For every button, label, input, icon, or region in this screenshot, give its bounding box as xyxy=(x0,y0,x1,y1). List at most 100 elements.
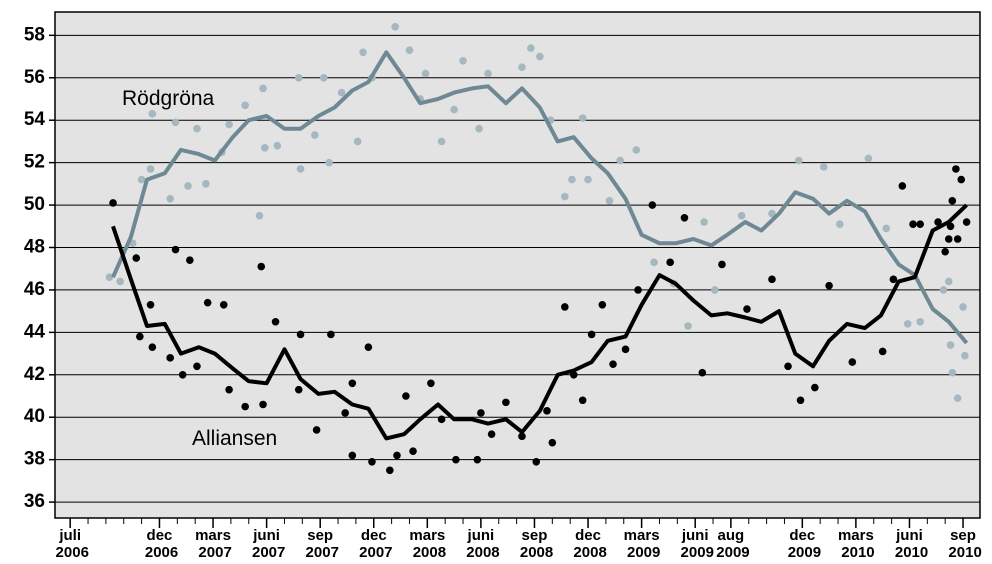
poll-point xyxy=(737,211,746,220)
poll-point xyxy=(684,322,692,330)
poll-point xyxy=(473,455,482,464)
poll-point xyxy=(634,286,642,294)
x-tick-label: mars 2007 xyxy=(194,527,232,561)
poll-point xyxy=(568,175,576,184)
poll-point xyxy=(518,432,526,441)
x-tick-label: juni 2009 xyxy=(676,527,714,561)
poll-point xyxy=(353,137,362,146)
poll-point xyxy=(166,194,174,203)
x-tick-label: sep 2008 xyxy=(516,527,554,561)
x-tick-label: juni 2008 xyxy=(462,527,500,561)
poll-point xyxy=(364,343,373,352)
poll-point xyxy=(953,235,962,243)
poll-point xyxy=(405,46,414,54)
poll-point xyxy=(437,415,446,424)
poll-point xyxy=(946,222,955,231)
poll-point xyxy=(536,52,544,61)
poll-point xyxy=(203,298,212,307)
plot-area xyxy=(55,12,980,518)
x-tick-label: mars 2010 xyxy=(837,527,875,561)
poll-point xyxy=(578,396,587,405)
poll-point xyxy=(450,105,458,114)
y-tick-label: 44 xyxy=(24,321,46,342)
x-tick-label: dec 2008 xyxy=(569,527,607,561)
poll-point xyxy=(584,175,592,184)
poll-point xyxy=(502,398,510,407)
y-tick-label: 52 xyxy=(24,152,45,173)
poll-point xyxy=(898,182,907,190)
poll-point xyxy=(386,466,394,475)
y-tick-label: 40 xyxy=(24,406,45,427)
annotation: Alliansen xyxy=(192,427,277,450)
x-tick-label: juni 2010 xyxy=(891,527,929,561)
poll-point xyxy=(561,192,569,201)
poll-point xyxy=(794,156,803,165)
x-tick-label: juli 2006 xyxy=(51,527,89,561)
poll-point xyxy=(616,156,624,165)
poll-point xyxy=(957,175,966,184)
y-tick-label: 42 xyxy=(24,364,45,385)
poll-point xyxy=(391,23,399,31)
grid xyxy=(55,34,980,503)
y-tick-label: 54 xyxy=(24,109,46,130)
poll-point xyxy=(698,368,707,377)
poll-point xyxy=(146,300,155,309)
poll-point xyxy=(437,137,446,146)
poll-point xyxy=(952,165,960,173)
poll-point xyxy=(421,69,430,78)
poll-point xyxy=(296,165,305,173)
poll-point xyxy=(402,392,410,400)
x-tick-label: dec 2007 xyxy=(355,527,393,561)
poll-point xyxy=(768,209,776,218)
poll-point xyxy=(784,362,792,371)
annotation: Rödgröna xyxy=(122,87,215,110)
x-tick-label: juni 2007 xyxy=(248,527,286,561)
y-tick-label: 38 xyxy=(24,449,45,470)
y-tick-label: 58 xyxy=(24,24,45,45)
poll-point xyxy=(294,73,303,82)
poll-point xyxy=(518,63,526,71)
poll-point xyxy=(178,370,187,379)
poll-point xyxy=(718,260,726,269)
poll-point xyxy=(561,303,569,311)
poll-point xyxy=(259,400,267,409)
poll-point xyxy=(475,124,483,133)
poll-point xyxy=(650,258,658,267)
poll-point xyxy=(548,438,557,447)
poll-point xyxy=(484,69,492,78)
poll-point xyxy=(359,48,367,57)
poll-point xyxy=(337,88,346,97)
poll-point xyxy=(261,143,269,152)
poll-point xyxy=(409,447,417,455)
poll-point xyxy=(768,275,776,284)
poll-point xyxy=(819,163,828,171)
poll-point xyxy=(184,182,192,190)
poll-point xyxy=(166,354,174,362)
poll-point xyxy=(186,256,194,265)
poll-point xyxy=(889,275,898,284)
poll-point xyxy=(311,131,319,139)
poll-point xyxy=(946,341,955,349)
poll-point xyxy=(934,218,942,226)
poll-point xyxy=(255,211,264,220)
poll-point xyxy=(148,343,157,352)
poll-point xyxy=(527,44,535,52)
axes: 36 38 40 42 44 46 48 50 52 54 56 58 juli 2006 dec 200… xyxy=(24,24,982,561)
poll-point xyxy=(605,197,614,205)
poll-point xyxy=(825,281,833,290)
poll-point xyxy=(257,262,266,271)
x-tick-label: mars 2009 xyxy=(623,527,661,561)
poll-point xyxy=(578,114,587,122)
poll-point xyxy=(711,286,719,294)
x-tick-label: sep 2007 xyxy=(301,527,339,561)
poll-point xyxy=(294,385,303,394)
poll-point xyxy=(193,362,201,371)
poll-point xyxy=(452,455,460,464)
poll-point xyxy=(609,360,617,368)
poll-point xyxy=(273,141,282,150)
poll-point xyxy=(225,385,233,394)
poll-point xyxy=(961,351,969,360)
poll-point xyxy=(116,277,124,286)
y-tick-label: 46 xyxy=(24,279,45,300)
poll-point xyxy=(796,396,805,405)
